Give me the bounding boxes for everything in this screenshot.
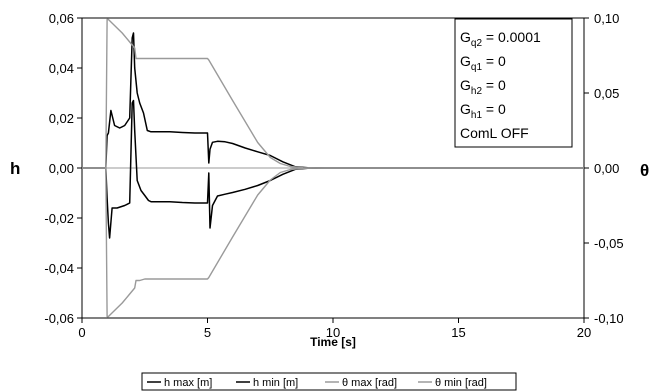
left-y-tick-label: -0,02 [44,211,74,226]
annotation-line: Gq2 = 0.0001 [460,29,541,49]
left-y-tick-label: 0,04 [49,61,74,76]
series-line-3 [82,18,584,169]
x-tick-label: 5 [204,325,211,340]
right-y-tick-label: 0,00 [594,161,619,176]
legend-item: θ max [rad] [325,377,397,389]
right-y-tick-label: -0,10 [594,311,624,326]
right-y-axis: 0,10 0,05 0,00 -0,05 -0,10 [584,11,624,326]
left-y-tick-label: -0,04 [44,261,74,276]
legend-label: θ max [rad] [342,377,397,389]
annotation-line: ComL OFF [460,125,529,141]
legend-label: θ min [rad] [435,377,487,389]
legend-item: h max [m] [147,377,212,389]
legend-label: h min [m] [253,377,298,389]
annotation-frame [454,18,573,148]
annotation-line: Gh1 = 0 [460,101,506,121]
legend-item: θ min [rad] [418,377,487,389]
left-y-tick-label: 0,02 [49,111,74,126]
x-tick-label: 10 [326,325,340,340]
x-tick-label: 15 [451,325,465,340]
right-y-tick-label: -0,05 [594,236,624,251]
x-tick-label: 20 [577,325,591,340]
right-y-axis-title: θ [640,161,649,180]
left-y-tick-label: 0,00 [49,161,74,176]
left-y-axis-title: h [10,159,20,178]
legend-label: h max [m] [164,377,212,389]
x-tick-label: 0 [78,325,85,340]
series-layer [82,18,584,318]
left-y-tick-label: 0,06 [49,11,74,26]
left-y-tick-label: -0,06 [44,311,74,326]
annotation-line: Gh2 = 0 [460,77,506,97]
right-y-tick-label: 0,05 [594,86,619,101]
annotation-line: Gq1 = 0 [460,53,506,73]
left-y-axis: 0,06 0,04 0,02 0,00 -0,02 -0,04 -0,06 [44,11,82,326]
legend: h max [m] h min [m] θ max [rad] θ min [rad] [141,372,517,391]
legend-item: h min [m] [236,377,298,389]
right-y-tick-label: 0,10 [594,11,619,26]
annotation-box: Gq2 = 0.0001 Gq1 = 0 Gh2 = 0 Gh1 = 0 ComL OF… [454,18,573,148]
series-line-4 [82,167,584,318]
series-line-1 [82,32,584,169]
x-axis: 0 5 10 15 20 [78,318,591,340]
x-axis-title: Time [s] [310,335,356,349]
